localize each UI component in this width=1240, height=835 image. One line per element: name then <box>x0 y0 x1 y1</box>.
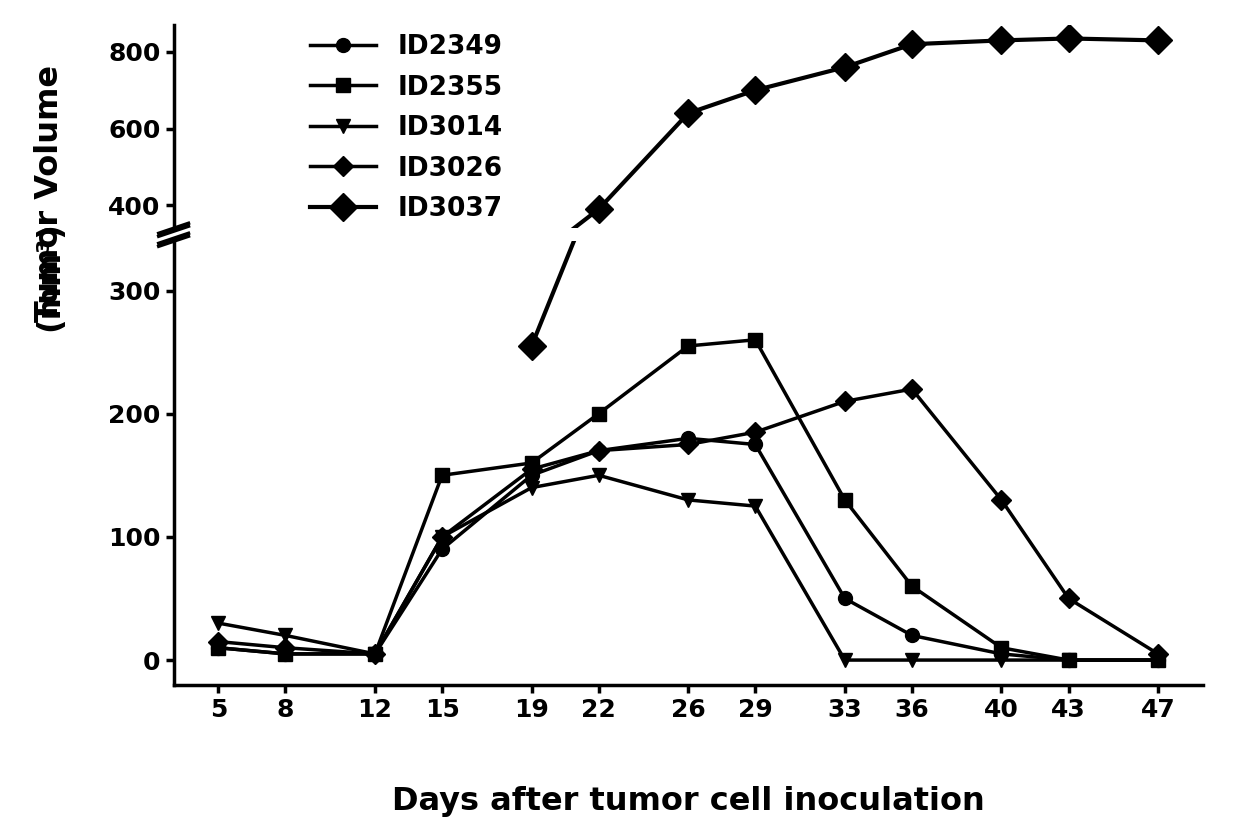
ID2355 <box>1061 354 1076 364</box>
ID3037 <box>1061 33 1076 43</box>
ID3026 <box>435 316 450 326</box>
ID3026 <box>1151 352 1166 362</box>
ID3014 <box>525 300 539 310</box>
ID3026 <box>278 350 293 360</box>
ID3037 <box>994 35 1009 45</box>
ID2349 <box>1151 354 1166 364</box>
ID3014 <box>681 304 696 314</box>
ID3037 <box>525 256 539 266</box>
ID2355 <box>211 350 226 360</box>
ID2355 <box>278 352 293 362</box>
ID3026 <box>525 294 539 304</box>
ID2355 <box>748 254 763 264</box>
ID3014 <box>837 354 852 364</box>
Line: ID2349: ID2349 <box>211 283 1166 366</box>
ID3014 <box>591 296 606 306</box>
ID2349 <box>525 296 539 306</box>
ID3014 <box>211 342 226 352</box>
ID3014 <box>1151 354 1166 364</box>
Text: Days after tumor cell inoculation: Days after tumor cell inoculation <box>392 786 985 817</box>
ID3037 <box>837 63 852 73</box>
ID3037 <box>591 204 606 214</box>
ID2349 <box>591 288 606 298</box>
Line: ID3014: ID3014 <box>211 294 1166 366</box>
ID3014 <box>994 354 1009 364</box>
ID3014 <box>904 354 919 364</box>
ID3026 <box>211 348 226 358</box>
ID2349 <box>681 285 696 295</box>
ID3026 <box>1061 335 1076 345</box>
ID2349 <box>367 352 382 362</box>
Line: ID3026: ID3026 <box>211 267 1166 364</box>
ID2349 <box>435 319 450 329</box>
Text: Tumor Volume: Tumor Volume <box>33 64 66 321</box>
Legend: ID2349, ID2355, ID3014, ID3026, ID3037: ID2349, ID2355, ID3014, ID3026, ID3037 <box>310 34 502 222</box>
ID3026 <box>591 288 606 298</box>
ID3037 <box>904 39 919 49</box>
ID2355 <box>591 277 606 287</box>
Text: (mm³): (mm³) <box>33 221 66 331</box>
ID2355 <box>435 296 450 306</box>
ID3037 <box>1151 35 1166 45</box>
ID2349 <box>211 350 226 360</box>
ID3026 <box>367 352 382 362</box>
ID3037 <box>748 85 763 95</box>
ID2349 <box>994 352 1009 362</box>
ID3026 <box>994 304 1009 314</box>
ID3014 <box>1061 354 1076 364</box>
ID3014 <box>748 306 763 316</box>
ID2355 <box>681 256 696 266</box>
ID2355 <box>525 292 539 302</box>
ID3026 <box>748 283 763 293</box>
ID3014 <box>278 346 293 356</box>
ID3026 <box>837 273 852 283</box>
ID2349 <box>904 346 919 356</box>
ID2355 <box>1151 354 1166 364</box>
ID2349 <box>278 352 293 362</box>
ID2355 <box>837 304 852 314</box>
ID2355 <box>367 352 382 362</box>
ID2355 <box>994 350 1009 360</box>
ID3014 <box>435 316 450 326</box>
ID2349 <box>837 335 852 345</box>
Line: ID2355: ID2355 <box>211 252 1166 366</box>
ID3014 <box>367 352 382 362</box>
ID3026 <box>681 286 696 296</box>
Line: ID3037: ID3037 <box>522 28 1168 271</box>
ID2349 <box>1061 354 1076 364</box>
ID2349 <box>748 286 763 296</box>
ID3026 <box>904 270 919 280</box>
ID3037 <box>681 109 696 119</box>
ID2355 <box>904 331 919 341</box>
